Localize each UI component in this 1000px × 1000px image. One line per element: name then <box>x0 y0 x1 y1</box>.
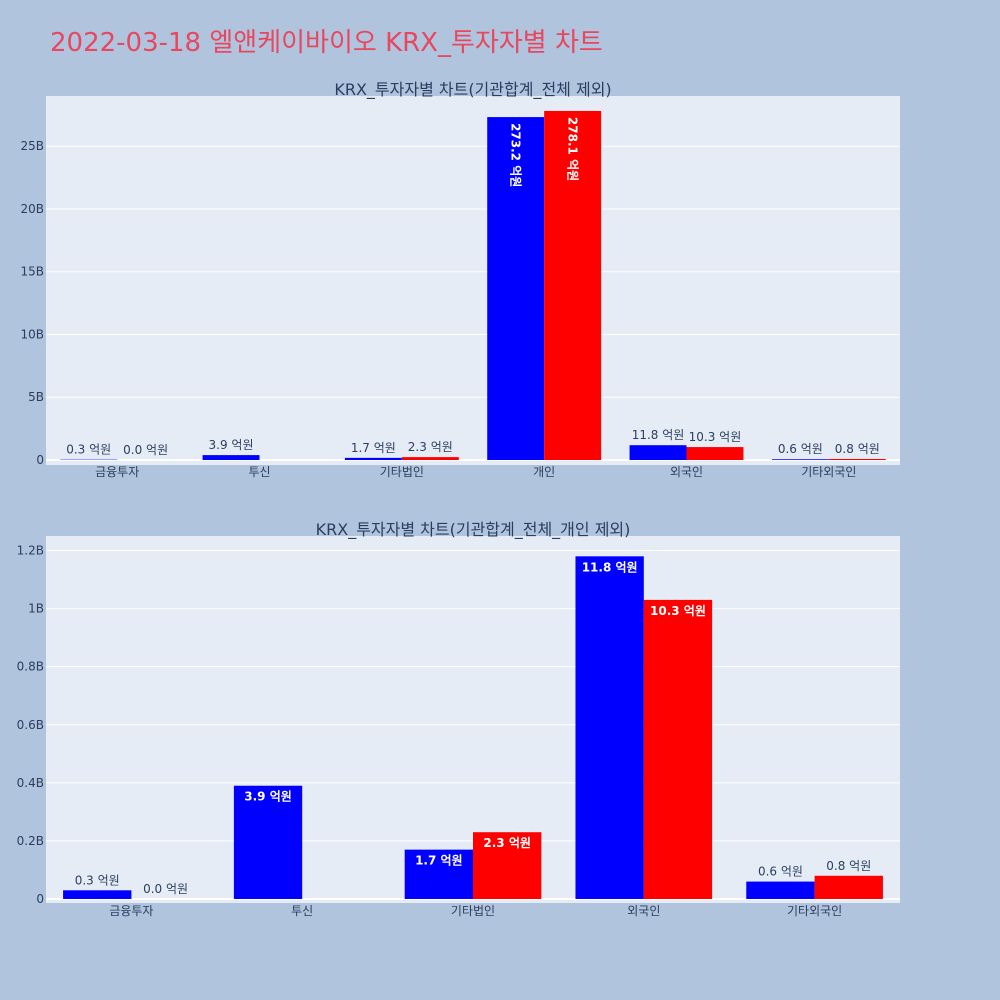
chart1-xtick-label: 기타외국인 <box>801 465 856 479</box>
chart2-bar <box>746 881 815 899</box>
chart2-data-label: 0.0 억원 <box>143 882 188 896</box>
chart2-data-label: 3.9 억원 <box>244 790 292 804</box>
chart1-data-label: 0.8 억원 <box>835 442 880 456</box>
chart2-bar <box>404 849 473 899</box>
chart2-bar <box>814 875 883 899</box>
chart1-bar <box>771 459 829 460</box>
chart1-data-label: 273.2 억원 <box>509 123 523 187</box>
chart2-bar <box>643 599 713 899</box>
chart1-bar <box>202 455 260 460</box>
chart1-ytick-label: 15B <box>20 265 44 279</box>
chart2-ytick-label: 0.4B <box>17 776 44 790</box>
chart2-ytick-label: 0.2B <box>17 834 44 848</box>
chart2-xtick-label: 외국인 <box>627 904 660 918</box>
chart1-data-label: 278.1 억원 <box>566 117 580 181</box>
chart1-bar <box>629 445 687 460</box>
chart2-xtick-label: 기타외국인 <box>787 904 842 918</box>
chart1-ytick-label: 0 <box>36 453 44 467</box>
chart1-bar <box>686 447 744 460</box>
chart2-xtick-label: 투신 <box>291 904 313 918</box>
chart2-data-label: 2.3 억원 <box>483 836 531 850</box>
chart2-data-label: 10.3 억원 <box>650 604 706 618</box>
chart1-xtick-label: 개인 <box>533 465 555 479</box>
chart2-bar <box>575 556 644 899</box>
chart1-ytick-label: 5B <box>28 390 44 404</box>
chart1-data-label: 0.3 억원 <box>66 443 111 457</box>
chart1-plot-background <box>46 96 900 465</box>
chart1-xtick-label: 금융투자 <box>95 465 139 479</box>
chart1-ytick-label: 10B <box>20 327 44 341</box>
chart2-data-label: 11.8 억원 <box>582 560 638 574</box>
chart2-xtick-label: 금융투자 <box>109 904 153 918</box>
chart1-data-label: 11.8 억원 <box>632 428 685 442</box>
chart2-data-label: 0.6 억원 <box>758 865 803 879</box>
chart2-bar <box>233 785 303 899</box>
chart2-ytick-label: 0.6B <box>17 718 44 732</box>
chart2-bar <box>473 832 542 899</box>
chart1-xtick-label: 기타법인 <box>380 465 424 479</box>
chart1-bar <box>401 457 459 460</box>
chart1-xtick-label: 외국인 <box>670 465 703 479</box>
chart1-bar <box>828 458 886 460</box>
chart2-xtick-label: 기타법인 <box>451 904 495 918</box>
chart1-data-label: 3.9 억원 <box>209 438 254 452</box>
chart2-ytick-label: 0.8B <box>17 660 44 674</box>
chart1-data-label: 10.3 억원 <box>689 430 742 444</box>
chart1-xtick-label: 투신 <box>248 465 270 479</box>
chart2-bar <box>63 890 132 899</box>
chart2-title: KRX_투자자별 차트(기관합계_전체_개인 제외) <box>316 520 631 540</box>
chart2-data-label: 0.3 억원 <box>75 873 120 887</box>
chart1-data-label: 2.3 억원 <box>408 440 453 454</box>
chart2-ytick-label: 1B <box>28 602 44 616</box>
chart1-data-label: 0.6 억원 <box>778 442 823 456</box>
chart1-bar <box>544 110 602 460</box>
chart2-ytick-label: 0 <box>36 892 44 906</box>
chart1-title: KRX_투자자별 차트(기관합계_전체 제외) <box>334 80 611 100</box>
chart2-data-label: 0.8 억원 <box>826 859 871 873</box>
chart1-bar <box>344 457 402 460</box>
page-title: 2022-03-18 엘앤케이바이오 KRX_투자자별 차트 <box>50 28 603 58</box>
chart1-data-label: 0.0 억원 <box>123 443 168 457</box>
chart1-ytick-label: 20B <box>20 202 44 216</box>
chart1-ytick-label: 25B <box>20 139 44 153</box>
chart2-data-label: 1.7 억원 <box>415 854 463 868</box>
chart1-data-label: 1.7 억원 <box>351 441 396 455</box>
chart2-ytick-label: 1.2B <box>17 544 44 558</box>
chart1-bar <box>487 117 545 460</box>
